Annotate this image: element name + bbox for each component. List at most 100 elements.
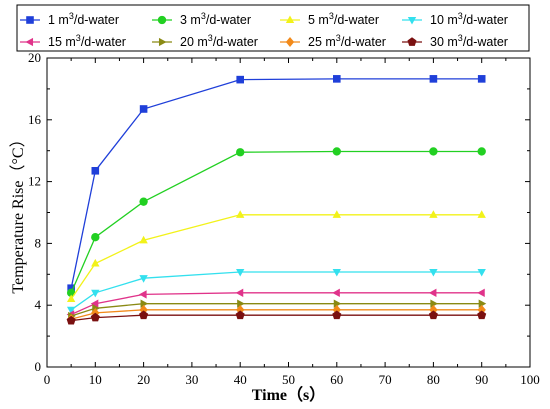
data-point: [91, 166, 100, 175]
series-2: [66, 147, 486, 298]
legend-marker: [407, 37, 417, 46]
data-point: [428, 288, 437, 298]
axes: 0 10 20 30 40 50 60 70 80 90 100 0 4 8 12 16 20: [28, 50, 540, 387]
legend-label: 30 m3/d-water: [430, 33, 508, 49]
legend-label: 3 m3/d-water: [180, 11, 251, 27]
y-tick-label: 16: [28, 112, 42, 127]
x-tick-label: 70: [379, 372, 392, 387]
data-point: [91, 258, 100, 267]
x-tick-label: 60: [330, 372, 343, 387]
data-point: [90, 312, 100, 322]
legend-label: 15 m3/d-water: [48, 33, 126, 49]
legend-marker: [285, 15, 295, 24]
legend-item: 1 m3/d-water: [20, 11, 119, 27]
legend-item: 20 m3/d-water: [152, 33, 258, 49]
data-point: [430, 299, 438, 308]
data-point: [90, 299, 99, 308]
data-point: [477, 310, 487, 320]
series-line: [70, 78, 482, 289]
data-point: [235, 288, 244, 298]
data-point: [477, 210, 486, 218]
y-tick-label: 20: [28, 50, 41, 65]
series-line: [71, 314, 482, 322]
y-tick-label: 12: [28, 174, 41, 189]
legend-label: 1 m3/d-water: [48, 11, 119, 27]
data-point: [332, 288, 340, 298]
x-tick-label: 30: [185, 372, 198, 387]
series-line: [70, 214, 482, 300]
data-point: [91, 289, 100, 298]
data-point: [477, 288, 485, 298]
data-point: [333, 299, 342, 308]
data-point: [332, 210, 341, 218]
data-point: [429, 268, 438, 277]
x-tick-label: 0: [44, 372, 51, 387]
legend-marker: [285, 37, 295, 47]
data-point: [237, 299, 245, 308]
legend-marker: [407, 16, 417, 25]
y-tick-label: 8: [35, 235, 42, 250]
data-point: [236, 75, 244, 84]
series-1: [67, 75, 486, 293]
legend-item: 15 m3/d-water: [20, 33, 126, 49]
data-point: [140, 299, 149, 308]
legend-label: 5 m3/d-water: [308, 11, 379, 27]
data-point: [429, 75, 438, 83]
legend-marker: [25, 37, 34, 47]
legend-item: 30 m3/d-water: [402, 33, 508, 49]
series-7: [66, 304, 486, 325]
legend-label: 25 m3/d-water: [308, 33, 386, 49]
plot-area: [66, 75, 487, 325]
data-point: [139, 105, 148, 113]
data-point: [139, 310, 149, 320]
data-point: [332, 310, 342, 320]
x-tick-label: 100: [520, 372, 540, 387]
legend-item: 3 m3/d-water: [152, 11, 251, 27]
x-tick-label: 10: [89, 372, 102, 387]
legend-marker: [158, 37, 167, 47]
data-point: [235, 310, 245, 320]
legend-item: 10 m3/d-water: [402, 11, 508, 27]
x-tick-label: 90: [475, 372, 488, 387]
x-axis-title: Time（s）: [252, 386, 326, 404]
series-3: [66, 210, 486, 303]
legend-frame: [16, 4, 530, 52]
series-4: [66, 268, 486, 315]
legend-label: 10 m3/d-water: [430, 11, 508, 27]
x-tick-label: 80: [427, 372, 440, 387]
data-point: [332, 268, 341, 277]
legend-marker: [26, 16, 34, 24]
legend-label: 20 m3/d-water: [180, 33, 258, 49]
data-point: [66, 294, 76, 303]
data-point: [139, 197, 148, 206]
x-tick-label: 40: [234, 372, 247, 387]
plot-frame: [46, 57, 531, 368]
legend-item: 5 m3/d-water: [280, 11, 379, 27]
data-point: [91, 233, 100, 242]
data-point: [139, 275, 148, 283]
data-point: [139, 235, 148, 244]
data-point: [332, 147, 341, 156]
data-point: [477, 75, 486, 83]
series-8: [66, 310, 487, 325]
data-point: [236, 148, 245, 157]
y-axis-title: Temperature Rise（°C）: [9, 131, 27, 293]
data-point: [66, 315, 76, 325]
legend: 1 m3/d-water 3 m3/d-water 5 m3/d-water 10 m…: [16, 4, 530, 52]
series-line: [71, 309, 482, 320]
data-point: [66, 306, 76, 315]
y-tick-label: 0: [35, 359, 42, 374]
data-point: [478, 299, 487, 308]
data-point: [429, 210, 438, 218]
x-tick-label: 50: [282, 372, 295, 387]
legend-item: 25 m3/d-water: [280, 33, 386, 49]
data-point: [477, 147, 486, 156]
y-tick-label: 4: [35, 297, 42, 312]
data-point: [139, 290, 147, 299]
data-point: [236, 268, 245, 277]
x-tick-label: 20: [137, 372, 150, 387]
data-point: [477, 268, 486, 277]
data-point: [236, 210, 245, 218]
legend-marker: [157, 15, 167, 25]
